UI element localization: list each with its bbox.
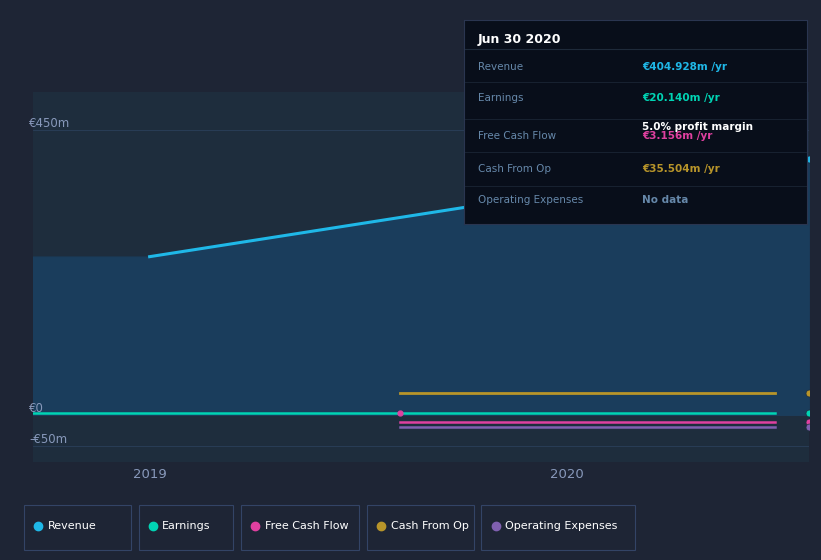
Text: No data: No data [642, 195, 689, 206]
Text: €404.928m /yr: €404.928m /yr [642, 62, 727, 72]
Text: €3.156m /yr: €3.156m /yr [642, 131, 713, 141]
Text: Jun 30 2020: Jun 30 2020 [478, 33, 561, 46]
Text: Revenue: Revenue [48, 521, 97, 531]
Text: €0: €0 [29, 402, 44, 414]
Text: Cash From Op: Cash From Op [391, 521, 469, 531]
Text: 5.0% profit margin: 5.0% profit margin [642, 122, 754, 132]
Text: €20.140m /yr: €20.140m /yr [642, 94, 720, 103]
Text: Earnings: Earnings [163, 521, 211, 531]
Text: Operating Expenses: Operating Expenses [505, 521, 617, 531]
Text: Earnings: Earnings [478, 94, 523, 103]
Text: Operating Expenses: Operating Expenses [478, 195, 583, 206]
Text: €450m: €450m [29, 117, 71, 130]
Text: Free Cash Flow: Free Cash Flow [478, 131, 556, 141]
Text: Free Cash Flow: Free Cash Flow [264, 521, 348, 531]
Text: Cash From Op: Cash From Op [478, 164, 551, 174]
Text: -€50m: -€50m [29, 433, 67, 446]
Text: Revenue: Revenue [478, 62, 523, 72]
Text: €35.504m /yr: €35.504m /yr [642, 164, 720, 174]
